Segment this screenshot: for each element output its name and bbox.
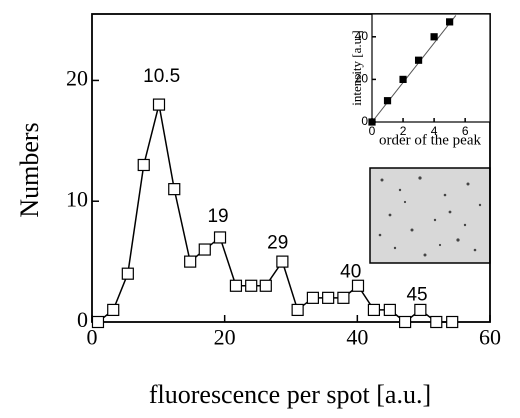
data-point: [245, 279, 258, 292]
data-point: [168, 183, 181, 196]
data-point: [414, 303, 427, 317]
data-point: [121, 267, 134, 280]
y-tick-label: 0: [361, 114, 368, 128]
data-point: [306, 291, 319, 304]
inset-background: [372, 14, 490, 122]
data-point: [107, 303, 120, 317]
peak-annotation: 40: [340, 261, 361, 282]
data-point: [368, 118, 376, 126]
peak-annotation: 45: [406, 284, 427, 305]
y-tick-label: 20: [355, 72, 369, 86]
data-point: [351, 279, 365, 292]
data-point: [446, 315, 459, 329]
data-point: [137, 158, 150, 172]
y-tick-label: 0: [77, 307, 88, 332]
data-point: [383, 303, 396, 317]
plot-frame: [91, 13, 491, 323]
x-tick-label: 4: [431, 124, 438, 138]
data-point: [414, 56, 423, 64]
peak-annotation: 29: [267, 233, 288, 254]
data-point: [152, 98, 166, 111]
y-tick-label: 10: [66, 186, 88, 211]
micrograph: [369, 167, 491, 264]
y-tick-label: 40: [355, 29, 369, 43]
peak-annotation: 19: [207, 206, 228, 227]
data-point: [446, 18, 454, 26]
x-tick-label: 6: [462, 124, 469, 138]
peak-annotation: 10.5: [143, 66, 180, 87]
data-point: [276, 255, 289, 268]
x-tick-label: 0: [369, 124, 376, 138]
data-point: [430, 33, 438, 41]
y-tick-label: 20: [66, 65, 88, 90]
inset-x-label: order of the peak: [379, 132, 482, 148]
data-point: [91, 315, 105, 329]
x-tick-label: 40: [346, 325, 368, 350]
data-point: [367, 303, 381, 317]
inset-y-label: intensity [a.u.]: [349, 30, 364, 105]
x-tick-label: 0: [87, 325, 98, 350]
data-point: [291, 303, 304, 317]
plot-frame: [371, 13, 491, 123]
data-point: [259, 279, 272, 292]
data-point: [184, 255, 197, 268]
x-tick-label: 2: [400, 124, 407, 138]
data-point: [198, 243, 211, 256]
x-tick-label: 20: [214, 325, 236, 350]
y-axis-label: Numbers: [15, 122, 44, 217]
data-point: [229, 279, 243, 292]
data-point: [213, 231, 227, 244]
x-tick-label: 60: [479, 325, 501, 350]
data-point: [399, 75, 407, 83]
data-point: [430, 315, 443, 329]
x-axis-label: fluorescence per spot [a.u.]: [149, 380, 431, 409]
data-point: [383, 97, 392, 105]
data-point: [398, 315, 412, 329]
data-point: [337, 291, 350, 304]
data-point: [322, 291, 335, 304]
